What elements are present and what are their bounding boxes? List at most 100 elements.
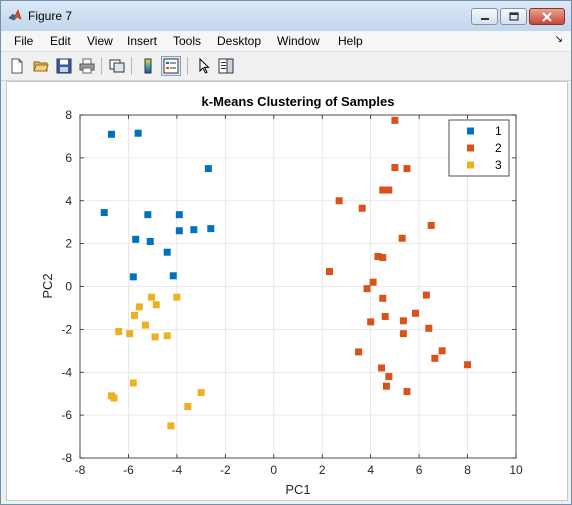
cluster-2-point: [385, 186, 393, 194]
cluster-2-point: [464, 361, 472, 369]
link-plot-button[interactable]: [107, 56, 127, 76]
cluster-2-point: [379, 254, 387, 262]
edit-plot-button[interactable]: [194, 56, 214, 76]
close-button[interactable]: [529, 8, 565, 25]
cluster-2-point: [335, 197, 343, 205]
y-axis-label: PC2: [40, 273, 55, 298]
cluster-2-point: [427, 221, 435, 229]
x-tick-label: 8: [464, 463, 471, 477]
cluster-3-point: [135, 303, 143, 311]
cluster-3-point: [141, 321, 149, 329]
new-figure-button[interactable]: [7, 56, 27, 76]
x-tick-label: 2: [319, 463, 326, 477]
insert-legend-button[interactable]: [161, 56, 181, 76]
minimize-icon: [480, 17, 489, 20]
legend-label-2: 2: [495, 141, 502, 155]
cluster-2-point: [425, 324, 433, 332]
cluster-3-point: [126, 330, 134, 338]
menu-edit[interactable]: Edit: [50, 34, 71, 48]
legend-label-1: 1: [495, 124, 502, 138]
x-tick-label: 4: [367, 463, 374, 477]
insert-colorbar-button[interactable]: [138, 56, 158, 76]
y-tick-label: -4: [61, 365, 72, 379]
pointer-icon: [199, 58, 210, 74]
cluster-2-point: [399, 317, 407, 325]
close-icon: [542, 11, 552, 22]
toolbar-separator: [187, 57, 188, 75]
cluster-3-point: [173, 293, 181, 301]
cluster-2-point: [367, 318, 375, 326]
cluster-2-point: [422, 291, 430, 299]
cluster-2-point: [398, 234, 406, 242]
cluster-2-point: [391, 116, 399, 124]
cluster-3-point: [167, 422, 175, 430]
cluster-1-point: [100, 209, 108, 217]
cluster-3-point: [131, 311, 138, 319]
cluster-2-point: [403, 165, 411, 173]
cluster-1-point: [175, 227, 183, 235]
cluster-2-point: [374, 252, 382, 260]
maximize-icon: [508, 12, 519, 21]
print-icon: [79, 58, 95, 74]
legend-marker-2: [467, 144, 474, 152]
legend-label-3: 3: [495, 158, 502, 172]
legend-marker-3: [467, 161, 474, 169]
property-editor-button[interactable]: [216, 56, 236, 76]
cluster-1-point: [175, 211, 183, 219]
title-bar[interactable]: Figure 7: [1, 1, 571, 31]
open-file-button[interactable]: [31, 56, 51, 76]
maximize-button[interactable]: [500, 8, 527, 25]
cluster-2-point: [399, 330, 407, 338]
figure-canvas: -8 -6 -4 -2 0 2 4 6 8 10 -8 -6 -4 -2 0 2 4 6 8 k-Means Clu…: [6, 81, 568, 501]
dock-arrow-icon[interactable]: ↘: [554, 34, 563, 45]
menu-view[interactable]: View: [87, 34, 113, 48]
cluster-3-point: [110, 394, 118, 402]
menu-desktop[interactable]: Desktop: [217, 34, 262, 48]
y-tick-label: 2: [65, 237, 72, 251]
cluster-2-point: [403, 388, 411, 396]
cluster-3-point: [184, 403, 192, 411]
figure-toolbar: [1, 52, 571, 81]
legend-icon: [163, 58, 179, 74]
menu-tools[interactable]: Tools: [173, 34, 202, 48]
axis-ticks: -8 -6 -4 -2 0 2 4 6 8 10 -8 -6 -4 -2 0 2 4 6 8: [61, 108, 523, 477]
legend[interactable]: 1 2 3: [448, 119, 510, 177]
menu-window[interactable]: Window: [277, 34, 320, 48]
scatter-plot[interactable]: -8 -6 -4 -2 0 2 4 6 8 10 -8 -6 -4 -2 0 2 4 6 8 k-Means Clu…: [7, 82, 567, 500]
menu-insert[interactable]: Insert: [127, 34, 158, 48]
menu-help[interactable]: Help: [338, 34, 363, 48]
x-tick-label: -4: [172, 463, 183, 477]
property-editor-icon: [218, 58, 234, 74]
toolbar-separator: [101, 57, 102, 75]
colorbar-icon: [144, 58, 152, 74]
new-figure-icon: [11, 58, 23, 74]
print-button[interactable]: [77, 56, 97, 76]
save-button[interactable]: [54, 56, 74, 76]
cluster-1-point: [146, 237, 154, 245]
cluster-2-point: [379, 186, 387, 194]
cluster-1-point: [204, 165, 212, 173]
cluster-1-point: [107, 130, 115, 138]
cluster-3-point: [147, 293, 155, 301]
y-tick-label: -8: [61, 451, 72, 465]
cluster-1-point: [134, 129, 142, 137]
minimize-button[interactable]: [471, 8, 498, 25]
y-tick-label: 4: [65, 194, 72, 208]
data-points: [100, 116, 472, 430]
cluster-2-point: [438, 347, 446, 355]
cluster-2-point: [385, 373, 393, 381]
menu-file[interactable]: File: [14, 34, 34, 48]
legend-marker-1: [467, 127, 474, 135]
x-tick-label: -6: [123, 463, 134, 477]
chart-title: k-Means Clustering of Samples: [202, 94, 395, 109]
cluster-1-point: [207, 225, 215, 233]
cluster-1-point: [129, 273, 137, 281]
cluster-2-point: [431, 354, 439, 362]
cluster-3-point: [129, 379, 137, 387]
cluster-1-point: [132, 235, 140, 243]
window-title: Figure 7: [28, 9, 73, 23]
cluster-2-point: [381, 313, 389, 321]
cluster-2-point: [325, 267, 333, 275]
x-tick-label: -2: [220, 463, 231, 477]
y-tick-label: -2: [61, 322, 72, 336]
